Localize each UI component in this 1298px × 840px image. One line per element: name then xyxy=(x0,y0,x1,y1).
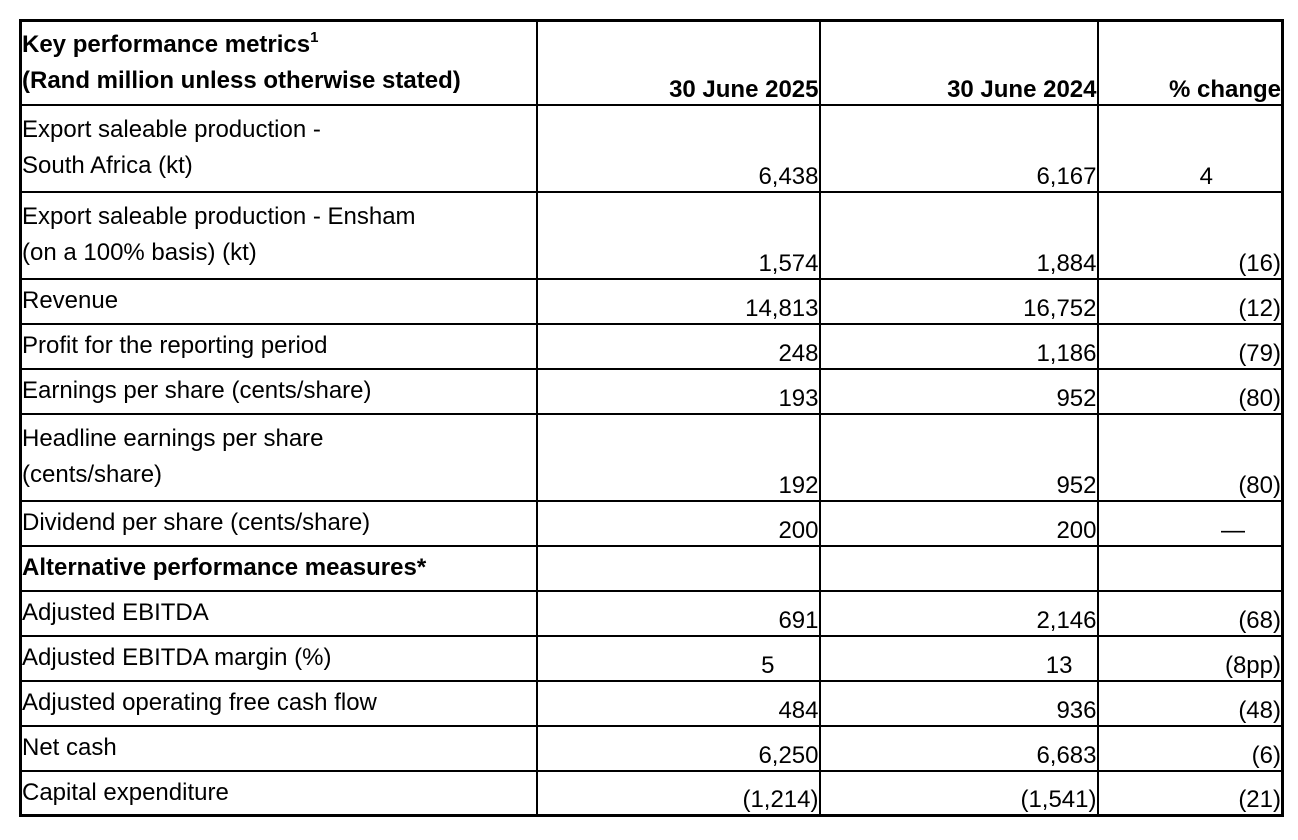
value-2025: 691 xyxy=(535,589,821,637)
value-change: (8pp) xyxy=(1096,634,1284,682)
value-change: — xyxy=(1096,499,1284,547)
value-2025: 192 xyxy=(535,412,821,502)
table-header-row: Key performance metrics1 (Rand million u… xyxy=(19,19,1284,106)
value-2025: 200 xyxy=(535,499,821,547)
value-2025: 6,250 xyxy=(535,724,821,772)
value-2024: (1,541) xyxy=(818,769,1099,817)
value-2024: 1,186 xyxy=(818,322,1099,370)
table-row-export-production-south-africa: Export saleable production - South Afric… xyxy=(19,103,1284,193)
value-2024: 16,752 xyxy=(818,277,1099,325)
value-change: (79) xyxy=(1096,322,1284,370)
value-2024: 2,146 xyxy=(818,589,1099,637)
value-change: (12) xyxy=(1096,277,1284,325)
value-2025: 5 xyxy=(535,634,821,682)
key-performance-metrics-table: Key performance metrics1 (Rand million u… xyxy=(19,19,1284,817)
table-row-adjusted-ebitda-margin: Adjusted EBITDA margin (%) 5 13 (8pp) xyxy=(19,634,1284,682)
row-label: Capital expenditure xyxy=(19,769,538,817)
value-change: (21) xyxy=(1096,769,1284,817)
table-row-net-cash: Net cash 6,250 6,683 (6) xyxy=(19,724,1284,772)
value-change: (80) xyxy=(1096,367,1284,415)
value-2025: (1,214) xyxy=(535,769,821,817)
table-title-line2: (Rand million unless otherwise stated) xyxy=(22,66,461,94)
value-change: (48) xyxy=(1096,679,1284,727)
table-row-capital-expenditure: Capital expenditure (1,214) (1,541) (21) xyxy=(19,769,1284,817)
table-row-adjusted-ebitda: Adjusted EBITDA 691 2,146 (68) xyxy=(19,589,1284,637)
value-change: (80) xyxy=(1096,412,1284,502)
value-2025: 484 xyxy=(535,679,821,727)
col-header-percent-change: % change xyxy=(1096,19,1284,106)
value-change: (16) xyxy=(1096,190,1284,280)
value-2024: 952 xyxy=(818,367,1099,415)
row-label: Export saleable production - South Afric… xyxy=(19,103,538,193)
section-header-label: Alternative performance measures* xyxy=(19,544,538,592)
footnote-marker: 1 xyxy=(310,28,319,46)
table-title: Key performance metrics1 (Rand million u… xyxy=(19,19,538,106)
value-2024: 6,683 xyxy=(818,724,1099,772)
value-change: (68) xyxy=(1096,589,1284,637)
value-2024: 952 xyxy=(818,412,1099,502)
value-change: (6) xyxy=(1096,724,1284,772)
table-row-earnings-per-share: Earnings per share (cents/share) 193 952… xyxy=(19,367,1284,415)
value-2024: 6,167 xyxy=(818,103,1099,193)
value-2025: 14,813 xyxy=(535,277,821,325)
table-row-headline-earnings-per-share: Headline earnings per share (cents/share… xyxy=(19,412,1284,502)
value-2024: 200 xyxy=(818,499,1099,547)
value-2024 xyxy=(818,544,1099,592)
value-change xyxy=(1096,544,1284,592)
value-2025: 1,574 xyxy=(535,190,821,280)
value-2024: 1,884 xyxy=(818,190,1099,280)
value-change: 4 xyxy=(1096,103,1284,193)
table-row-adjusted-operating-free-cash-flow: Adjusted operating free cash flow 484 93… xyxy=(19,679,1284,727)
row-label: Adjusted EBITDA xyxy=(19,589,538,637)
row-label: Adjusted operating free cash flow xyxy=(19,679,538,727)
row-label: Export saleable production - Ensham (on … xyxy=(19,190,538,280)
row-label: Net cash xyxy=(19,724,538,772)
value-2025 xyxy=(535,544,821,592)
row-label: Profit for the reporting period xyxy=(19,322,538,370)
value-2025: 193 xyxy=(535,367,821,415)
value-2024: 936 xyxy=(818,679,1099,727)
row-label: Earnings per share (cents/share) xyxy=(19,367,538,415)
table-title-line1: Key performance metrics xyxy=(22,30,311,58)
table-row-alternative-performance-measures: Alternative performance measures* xyxy=(19,544,1284,592)
row-label: Dividend per share (cents/share) xyxy=(19,499,538,547)
value-2025: 6,438 xyxy=(535,103,821,193)
row-label: Headline earnings per share (cents/share… xyxy=(19,412,538,502)
row-label: Revenue xyxy=(19,277,538,325)
table-row-revenue: Revenue 14,813 16,752 (12) xyxy=(19,277,1284,325)
col-header-30-june-2025: 30 June 2025 xyxy=(535,19,821,106)
value-2025: 248 xyxy=(535,322,821,370)
value-2024: 13 xyxy=(818,634,1099,682)
col-header-30-june-2024: 30 June 2024 xyxy=(818,19,1099,106)
table-row-export-production-ensham: Export saleable production - Ensham (on … xyxy=(19,190,1284,280)
row-label: Adjusted EBITDA margin (%) xyxy=(19,634,538,682)
table-row-dividend-per-share: Dividend per share (cents/share) 200 200… xyxy=(19,499,1284,547)
table-row-profit: Profit for the reporting period 248 1,18… xyxy=(19,322,1284,370)
